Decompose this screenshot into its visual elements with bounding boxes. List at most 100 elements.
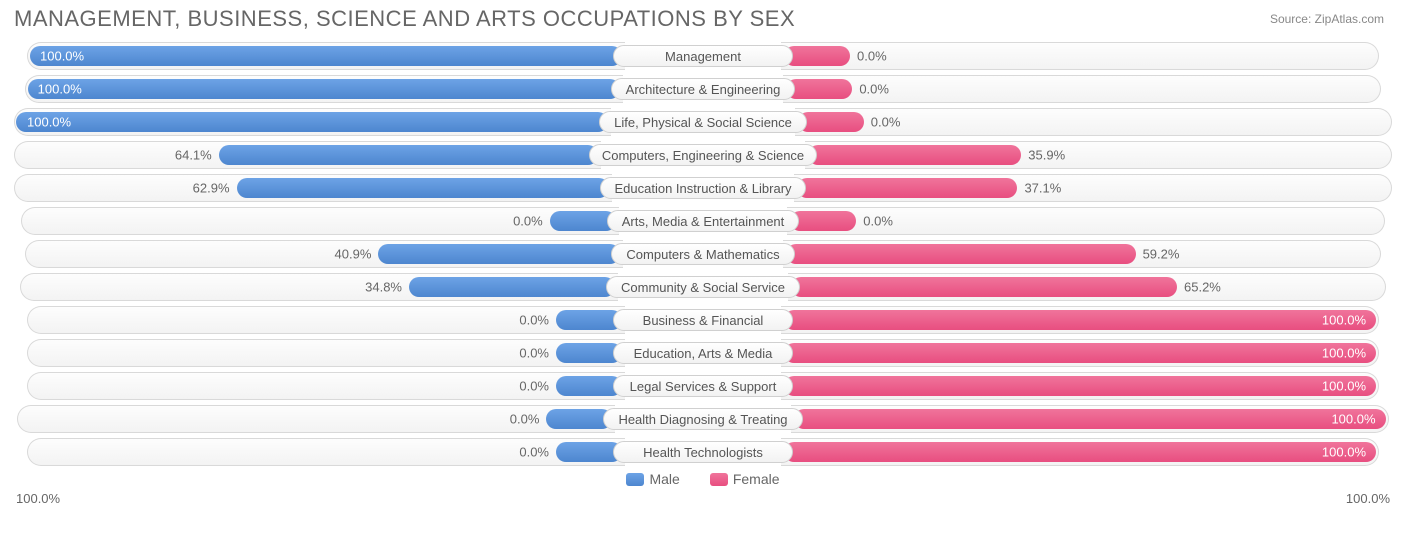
value-label-male: 62.9% xyxy=(193,181,230,196)
chart-row: 62.9% Education Instruction & Library 37.1… xyxy=(14,174,1392,202)
value-label-male: 0.0% xyxy=(519,313,549,328)
legend-male: Male xyxy=(626,471,679,487)
track-male: 0.0% xyxy=(17,405,615,433)
track-male: 34.8% xyxy=(20,273,618,301)
legend-female: Female xyxy=(710,471,780,487)
track-female: 0.0% xyxy=(787,207,1385,235)
chart-row: 0.0% Education, Arts & Media100.0% xyxy=(14,339,1392,367)
category-pill: Life, Physical & Social Science xyxy=(599,111,807,133)
track-male: 64.1% xyxy=(14,141,601,169)
category-pill: Arts, Media & Entertainment xyxy=(607,210,800,232)
category-pill: Education Instruction & Library xyxy=(600,177,807,199)
chart-row: 0.0% Business & Financial 100.0% xyxy=(14,306,1392,334)
track-female: 65.2% xyxy=(788,273,1386,301)
value-label-male: 64.1% xyxy=(175,148,212,163)
bar-female xyxy=(797,178,1017,198)
bar-female xyxy=(784,442,1376,462)
value-label-male: 0.0% xyxy=(519,346,549,361)
axis-labels: 100.0% 100.0% xyxy=(14,491,1392,506)
value-label-female: 0.0% xyxy=(871,115,901,130)
track-female: 37.1% xyxy=(794,174,1392,202)
value-label-male: 40.9% xyxy=(335,247,372,262)
track-male: 0.0% xyxy=(21,207,619,235)
legend-female-label: Female xyxy=(733,471,780,487)
bar-male xyxy=(550,211,616,231)
value-label-female: 100.0% xyxy=(1331,412,1375,427)
bar-female xyxy=(784,310,1376,330)
legend-swatch-male xyxy=(626,473,644,486)
category-pill: Education, Arts & Media xyxy=(613,342,793,364)
bar-female xyxy=(784,376,1376,396)
chart-row: 100.0%Architecture & Engineering 0.0% xyxy=(14,75,1392,103)
track-female: 100.0% xyxy=(781,372,1379,400)
category-pill: Health Technologists xyxy=(613,441,793,463)
bar-female xyxy=(790,211,856,231)
track-female: 100.0% xyxy=(781,306,1379,334)
value-label-male: 100.0% xyxy=(40,49,84,64)
chart-title: MANAGEMENT, BUSINESS, SCIENCE AND ARTS O… xyxy=(14,6,1392,32)
track-female: 0.0% xyxy=(795,108,1392,136)
bar-male xyxy=(237,178,609,198)
bar-male xyxy=(409,277,615,297)
bar-male xyxy=(16,112,608,132)
bar-female xyxy=(784,46,850,66)
track-male: 100.0% xyxy=(27,42,625,70)
value-label-male: 0.0% xyxy=(510,412,540,427)
value-label-female: 65.2% xyxy=(1184,280,1221,295)
value-label-female: 100.0% xyxy=(1322,313,1366,328)
track-female: 35.9% xyxy=(805,141,1392,169)
category-pill: Legal Services & Support xyxy=(613,375,793,397)
track-male: 100.0% xyxy=(25,75,623,103)
legend: Male Female xyxy=(14,471,1392,487)
bar-female xyxy=(794,409,1386,429)
track-female: 100.0% xyxy=(791,405,1389,433)
category-pill: Health Diagnosing & Treating xyxy=(603,408,802,430)
track-male: 0.0% xyxy=(27,372,625,400)
legend-male-label: Male xyxy=(649,471,679,487)
value-label-female: 59.2% xyxy=(1143,247,1180,262)
track-male: 62.9% xyxy=(14,174,612,202)
track-male: 0.0% xyxy=(27,306,625,334)
bar-male xyxy=(28,79,620,99)
axis-right: 100.0% xyxy=(1346,491,1390,506)
value-label-male: 0.0% xyxy=(519,445,549,460)
value-label-female: 100.0% xyxy=(1322,379,1366,394)
chart-row: 0.0%Arts, Media & Entertainment0.0% xyxy=(14,207,1392,235)
category-pill: Business & Financial xyxy=(613,309,793,331)
bar-male xyxy=(30,46,622,66)
chart-row: 40.9% Computers & Mathematics 59.2% xyxy=(14,240,1392,268)
legend-swatch-female xyxy=(710,473,728,486)
bar-female xyxy=(798,112,864,132)
value-label-male: 100.0% xyxy=(27,115,71,130)
chart-row: 0.0% Health Diagnosing & Treating 100.0% xyxy=(14,405,1392,433)
axis-left: 100.0% xyxy=(16,491,60,506)
track-male: 100.0% xyxy=(14,108,611,136)
category-pill: Computers & Mathematics xyxy=(611,243,794,265)
category-pill: Management xyxy=(613,45,793,67)
bar-male xyxy=(219,145,598,165)
chart-row: 64.1%Computers, Engineering & Science35.… xyxy=(14,141,1392,169)
track-male: 0.0% xyxy=(27,438,625,466)
category-pill: Community & Social Service xyxy=(606,276,800,298)
value-label-male: 0.0% xyxy=(519,379,549,394)
value-label-female: 37.1% xyxy=(1024,181,1061,196)
chart-source: Source: ZipAtlas.com xyxy=(1270,12,1384,26)
track-female: 0.0% xyxy=(781,42,1379,70)
value-label-female: 0.0% xyxy=(859,82,889,97)
value-label-female: 100.0% xyxy=(1322,445,1366,460)
track-female: 59.2% xyxy=(783,240,1381,268)
track-male: 40.9% xyxy=(25,240,623,268)
track-female: 100.0% xyxy=(781,339,1379,367)
chart-row: 100.0% Life, Physical & Social Science 0.0… xyxy=(14,108,1392,136)
value-label-female: 0.0% xyxy=(857,49,887,64)
chart-row: 0.0% Health Technologists 100.0% xyxy=(14,438,1392,466)
value-label-female: 0.0% xyxy=(863,214,893,229)
chart-row: 100.0% Management 0.0% xyxy=(14,42,1392,70)
category-pill: Architecture & Engineering xyxy=(611,78,796,100)
bar-female xyxy=(791,277,1177,297)
bar-female xyxy=(784,343,1376,363)
chart-rows-container: 100.0%Management0.0%100.0%Architecture &… xyxy=(14,42,1392,466)
value-label-female: 35.9% xyxy=(1028,148,1065,163)
track-female: 100.0% xyxy=(781,438,1379,466)
bar-male xyxy=(378,244,620,264)
